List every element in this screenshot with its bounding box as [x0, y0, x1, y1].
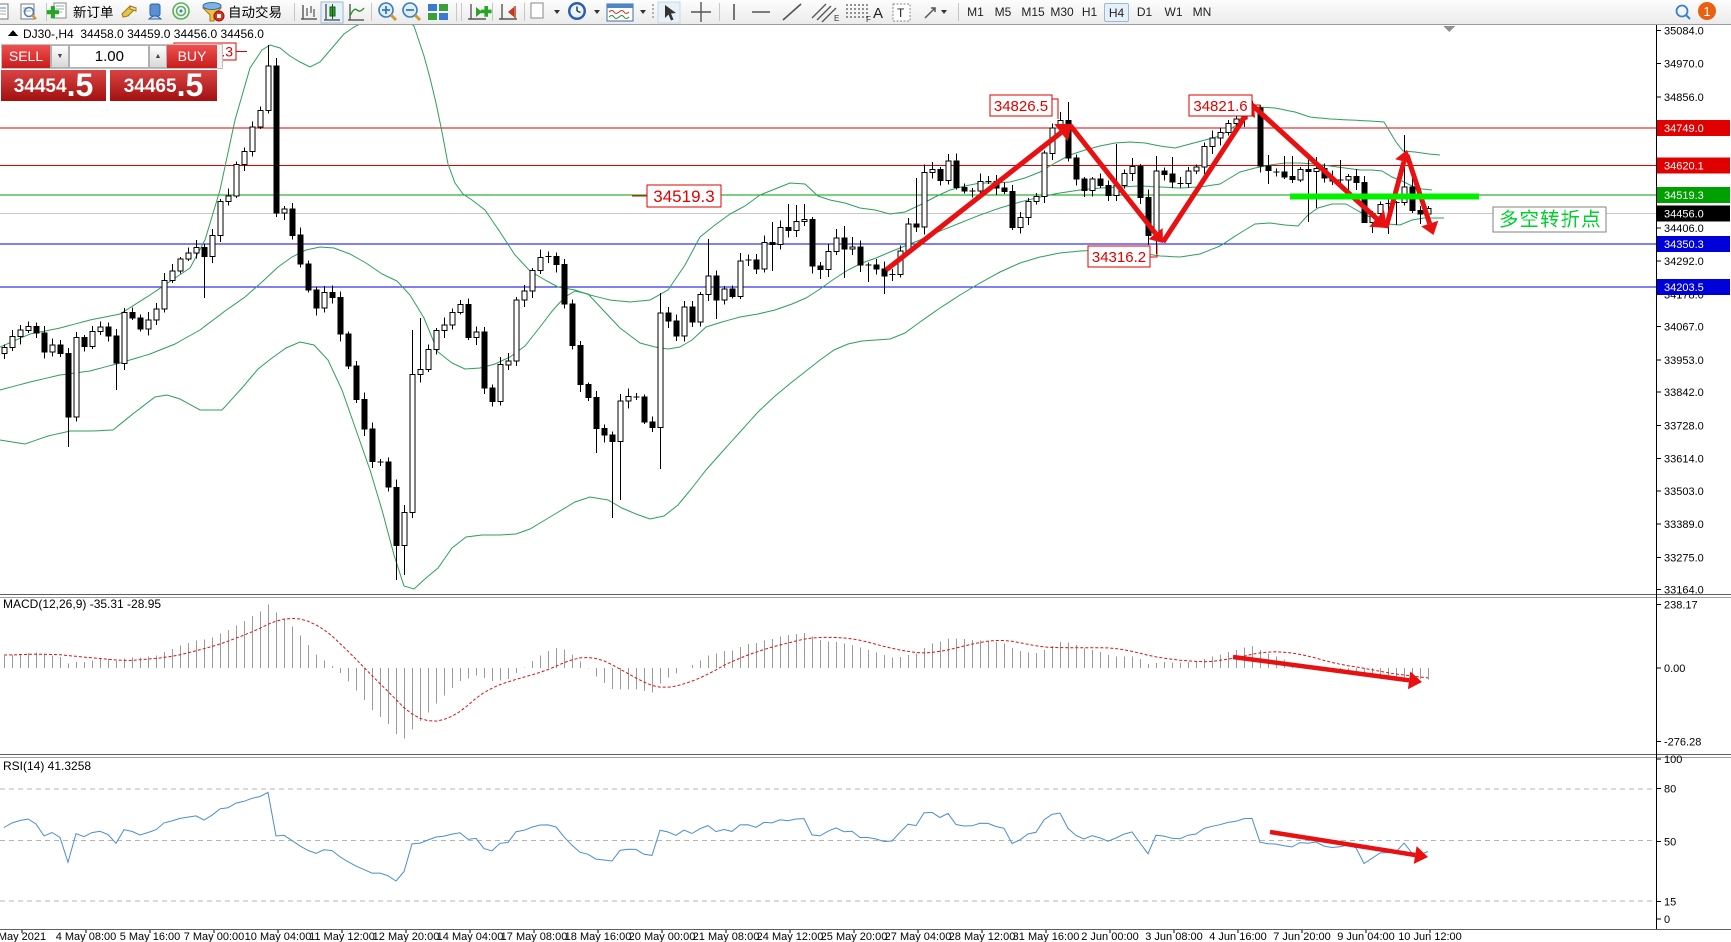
svg-text:10 Jun 12:00: 10 Jun 12:00: [1398, 931, 1462, 942]
svg-text:34316.2: 34316.2: [1092, 249, 1146, 266]
svg-text:34856.0: 34856.0: [1664, 92, 1704, 104]
svg-text:-276.28: -276.28: [1664, 737, 1701, 749]
svg-text:7 May 00:00: 7 May 00:00: [184, 931, 245, 942]
svg-text:7 Jun 20:00: 7 Jun 20:00: [1273, 931, 1331, 942]
svg-text:34519.3: 34519.3: [1664, 190, 1704, 202]
svg-text:May 2021: May 2021: [0, 931, 46, 942]
svg-text:17 May 08:00: 17 May 08:00: [501, 931, 568, 942]
svg-text:238.17: 238.17: [1664, 600, 1698, 612]
svg-text:25 May 20:00: 25 May 20:00: [821, 931, 888, 942]
svg-text:0: 0: [1664, 914, 1670, 926]
svg-text:34620.1: 34620.1: [1664, 161, 1704, 173]
svg-text:21 May 08:00: 21 May 08:00: [693, 931, 760, 942]
svg-text:31 May 16:00: 31 May 16:00: [1013, 931, 1080, 942]
svg-text:34350.3: 34350.3: [1664, 239, 1704, 251]
svg-text:9 Jun 04:00: 9 Jun 04:00: [1337, 931, 1395, 942]
svg-text:MACD(12,26,9) -35.31 -28.95: MACD(12,26,9) -35.31 -28.95: [3, 597, 161, 611]
svg-text:33164.0: 33164.0: [1664, 585, 1704, 597]
svg-text:34456.0: 34456.0: [1664, 208, 1704, 220]
svg-text:80: 80: [1664, 784, 1676, 796]
svg-text:27 May 04:00: 27 May 04:00: [885, 931, 952, 942]
svg-text:1: 1: [1703, 4, 1710, 19]
svg-text:24 May 12:00: 24 May 12:00: [757, 931, 824, 942]
svg-text:34292.0: 34292.0: [1664, 256, 1704, 268]
svg-text:33614.0: 33614.0: [1664, 454, 1704, 466]
svg-text:4 Jun 16:00: 4 Jun 16:00: [1209, 931, 1267, 942]
svg-text:33503.0: 33503.0: [1664, 486, 1704, 498]
svg-text:34826.5: 34826.5: [994, 98, 1048, 115]
svg-text:3 Jun 08:00: 3 Jun 08:00: [1145, 931, 1203, 942]
svg-text:33953.0: 33953.0: [1664, 355, 1704, 367]
svg-text:50: 50: [1664, 837, 1676, 849]
svg-text:33842.0: 33842.0: [1664, 387, 1704, 399]
svg-text:35084.0: 35084.0: [1664, 26, 1704, 38]
svg-text:14 May 04:00: 14 May 04:00: [437, 931, 504, 942]
svg-text:F: F: [866, 15, 871, 24]
svg-text:100: 100: [1664, 754, 1682, 766]
svg-text:0.00: 0.00: [1664, 663, 1685, 675]
svg-text:33728.0: 33728.0: [1664, 420, 1704, 432]
svg-text:10 May 04:00: 10 May 04:00: [245, 931, 312, 942]
svg-text:34203.5: 34203.5: [1664, 282, 1704, 294]
svg-text:34067.0: 34067.0: [1664, 322, 1704, 334]
svg-text:A: A: [873, 5, 883, 22]
svg-text:34749.0: 34749.0: [1664, 123, 1704, 135]
svg-text:34406.0: 34406.0: [1664, 223, 1704, 235]
svg-text:11 May 12:00: 11 May 12:00: [309, 931, 375, 942]
svg-text:5 May 16:00: 5 May 16:00: [120, 931, 181, 942]
svg-text:DJ30-,H4 34458.0 34459.0 3445: DJ30-,H4 34458.0 34459.0 34456.0 34456.0: [23, 27, 264, 41]
svg-text:34519.3: 34519.3: [653, 187, 714, 206]
svg-text:33389.0: 33389.0: [1664, 519, 1704, 531]
svg-text:E: E: [834, 14, 839, 23]
svg-text:15: 15: [1664, 897, 1676, 909]
svg-text:18 May 16:00: 18 May 16:00: [565, 931, 632, 942]
svg-text:RSI(14) 41.3258: RSI(14) 41.3258: [3, 759, 91, 773]
svg-text:28 May 12:00: 28 May 12:00: [949, 931, 1016, 942]
svg-text:20 May 00:00: 20 May 00:00: [629, 931, 696, 942]
svg-text:12 May 20:00: 12 May 20:00: [373, 931, 440, 942]
svg-text:33275.0: 33275.0: [1664, 552, 1704, 564]
svg-text:4 May 08:00: 4 May 08:00: [56, 931, 117, 942]
svg-text:T: T: [897, 6, 905, 20]
svg-text:34970.0: 34970.0: [1664, 59, 1704, 71]
svg-text:34821.6: 34821.6: [1193, 98, 1247, 115]
svg-text:2 Jun 00:00: 2 Jun 00:00: [1081, 931, 1139, 942]
